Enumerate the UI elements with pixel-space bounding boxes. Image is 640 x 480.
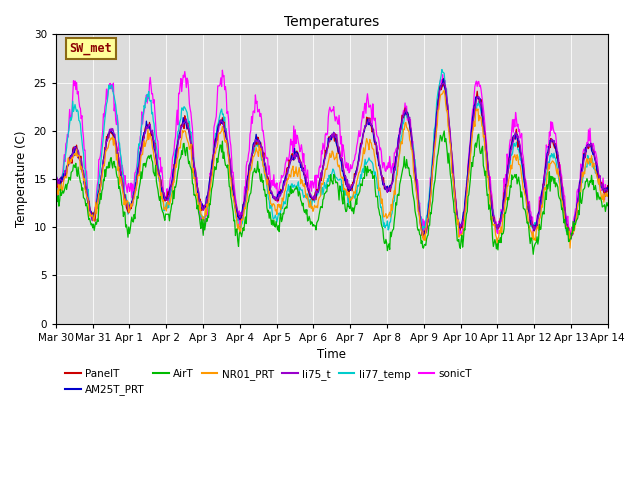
AM25T_PRT xyxy=(604,184,612,190)
sonicT xyxy=(204,194,212,200)
AM25T_PRT xyxy=(566,238,574,243)
AirT xyxy=(52,198,60,204)
AM25T_PRT xyxy=(119,183,127,189)
AirT xyxy=(529,252,537,257)
NR01_PRT xyxy=(52,191,60,197)
li75_t xyxy=(604,188,612,193)
PanelT xyxy=(440,76,447,82)
Line: sonicT: sonicT xyxy=(56,70,608,235)
li75_t xyxy=(399,115,406,120)
sonicT xyxy=(456,232,463,238)
li77_temp xyxy=(62,150,70,156)
li75_t xyxy=(62,170,70,176)
sonicT xyxy=(62,141,70,147)
X-axis label: Time: Time xyxy=(317,348,346,361)
AM25T_PRT xyxy=(175,137,182,143)
NR01_PRT xyxy=(119,188,127,194)
AirT xyxy=(62,181,70,187)
sonicT xyxy=(604,187,612,193)
li77_temp xyxy=(204,194,212,200)
sonicT xyxy=(52,178,60,184)
PanelT xyxy=(604,183,612,189)
PanelT xyxy=(52,173,60,179)
NR01_PRT xyxy=(399,134,406,140)
NR01_PRT xyxy=(415,210,422,216)
AirT xyxy=(399,166,406,172)
li75_t xyxy=(204,195,212,201)
li75_t xyxy=(52,178,60,183)
NR01_PRT xyxy=(566,245,574,251)
AirT xyxy=(415,227,422,232)
li75_t xyxy=(175,135,182,141)
AM25T_PRT xyxy=(440,76,447,82)
NR01_PRT xyxy=(175,146,182,152)
PanelT xyxy=(204,192,212,198)
li75_t xyxy=(415,204,422,210)
Line: li75_t: li75_t xyxy=(56,83,608,238)
PanelT xyxy=(119,180,127,185)
li75_t xyxy=(119,180,127,186)
NR01_PRT xyxy=(204,204,212,209)
sonicT xyxy=(218,67,226,73)
Line: li77_temp: li77_temp xyxy=(56,70,608,238)
sonicT xyxy=(119,165,127,171)
li75_t xyxy=(440,80,447,86)
NR01_PRT xyxy=(604,193,612,199)
Title: Temperatures: Temperatures xyxy=(284,15,380,29)
AM25T_PRT xyxy=(415,207,422,213)
AirT xyxy=(604,203,612,209)
Line: AirT: AirT xyxy=(56,131,608,254)
li77_temp xyxy=(175,128,182,133)
sonicT xyxy=(400,108,408,113)
PanelT xyxy=(415,203,422,209)
AirT xyxy=(440,128,448,134)
AirT xyxy=(175,165,182,171)
NR01_PRT xyxy=(440,88,448,94)
AM25T_PRT xyxy=(62,170,70,176)
AM25T_PRT xyxy=(52,179,60,184)
PanelT xyxy=(399,113,406,119)
li77_temp xyxy=(415,198,422,204)
Line: PanelT: PanelT xyxy=(56,79,608,238)
PanelT xyxy=(175,135,182,141)
PanelT xyxy=(62,172,70,178)
AM25T_PRT xyxy=(399,115,406,120)
li77_temp xyxy=(399,120,406,125)
Line: AM25T_PRT: AM25T_PRT xyxy=(56,79,608,240)
Legend: PanelT, AM25T_PRT, AirT, NR01_PRT, li75_t, li77_temp, sonicT: PanelT, AM25T_PRT, AirT, NR01_PRT, li75_… xyxy=(61,365,476,399)
NR01_PRT xyxy=(62,175,70,180)
sonicT xyxy=(175,90,182,96)
sonicT xyxy=(416,200,424,206)
AirT xyxy=(204,213,212,219)
Text: SW_met: SW_met xyxy=(70,42,113,55)
PanelT xyxy=(567,235,575,241)
li75_t xyxy=(420,235,428,240)
AirT xyxy=(119,204,127,209)
li77_temp xyxy=(52,183,60,189)
li77_temp xyxy=(604,188,612,193)
Line: NR01_PRT: NR01_PRT xyxy=(56,91,608,248)
li77_temp xyxy=(438,67,445,72)
li77_temp xyxy=(566,235,574,241)
Y-axis label: Temperature (C): Temperature (C) xyxy=(15,131,28,227)
li77_temp xyxy=(119,172,127,178)
AM25T_PRT xyxy=(204,192,212,198)
